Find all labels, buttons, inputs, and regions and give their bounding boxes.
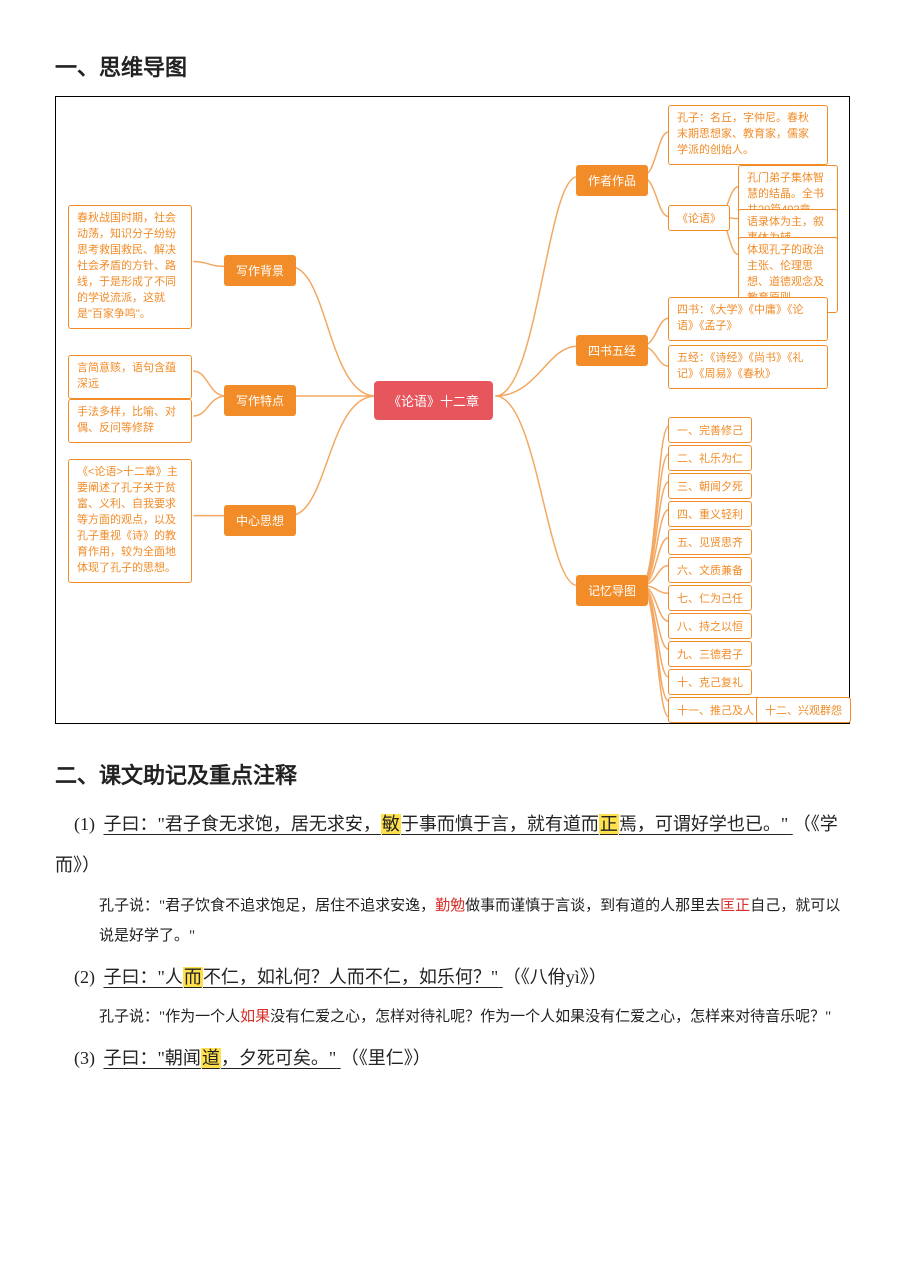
mindmap: 《论语》十二章 写作背景 写作特点 中心思想 作者作品 四书五经 记忆导图 春秋…	[55, 96, 850, 724]
leaf-m11: 十一、推己及人	[668, 697, 763, 723]
leaf-four2: 五经：《诗经》《尚书》《礼记》《周易》《春秋》	[668, 345, 828, 389]
mindmap-root: 《论语》十二章	[374, 381, 493, 420]
entry-2-num: (2)	[55, 957, 99, 998]
highlight: 道	[201, 1048, 221, 1068]
entry-2: (2) 子曰："人而不仁，如礼何？人而不仁，如乐何？" （《八佾yì》）	[55, 957, 850, 998]
leaf-m6: 六、文质兼备	[668, 557, 752, 583]
branch-mem: 记忆导图	[576, 575, 648, 606]
entry-2-trans: 孔子说："作为一个人如果没有仁爱之心，怎样对待礼呢？作为一个人如果没有仁爱之心，…	[99, 1002, 850, 1032]
branch-bg: 写作背景	[224, 255, 296, 286]
section1-title: 一、思维导图	[55, 50, 850, 82]
highlight: 而	[183, 967, 203, 987]
leaf-author1: 孔子：名丘，字仲尼。春秋末期思想家、教育家，儒家学派的创始人。	[668, 105, 828, 165]
section2-title: 二、课文助记及重点注释	[55, 758, 850, 790]
leaf-four1: 四书：《大学》《中庸》《论语》《孟子》	[668, 297, 828, 341]
branch-four: 四书五经	[576, 335, 648, 366]
leaf-m3: 三、朝闻夕死	[668, 473, 752, 499]
red-word: 匡正	[720, 898, 750, 914]
leaf-m4: 四、重义轻利	[668, 501, 752, 527]
entry-3: (3) 子曰："朝闻道，夕死可矣。" （《里仁》）	[55, 1038, 850, 1079]
leaf-core1: 《<论语>十二章》主要阐述了孔子关于贫富、义利、自我要求等方面的观点，以及孔子重…	[68, 459, 192, 583]
leaf-feat2: 手法多样，比喻、对偶、反问等修辞	[68, 399, 192, 443]
leaf-m7: 七、仁为己任	[668, 585, 752, 611]
branch-feat: 写作特点	[224, 385, 296, 416]
red-word: 勤勉	[435, 898, 465, 914]
leaf-m9: 九、三德君子	[668, 641, 752, 667]
branch-author: 作者作品	[576, 165, 648, 196]
leaf-m5: 五、见贤思齐	[668, 529, 752, 555]
entry-2-text: 子曰："人而不仁，如礼何？人而不仁，如乐何？"	[104, 967, 503, 987]
entry-3-src: （《里仁》）	[341, 1048, 431, 1068]
red-word: 如果	[240, 1009, 270, 1025]
entry-1: (1) 子曰："君子食无求饱，居无求安，敏于事而慎于言，就有道而正焉，可谓好学也…	[55, 804, 850, 887]
leaf-m8: 八、持之以恒	[668, 613, 752, 639]
branch-lunyu: 《论语》	[668, 205, 730, 231]
leaf-m1: 一、完善修己	[668, 417, 752, 443]
entry-2-src: （《八佾yì》）	[503, 967, 607, 987]
highlight: 敏	[381, 814, 401, 834]
leaf-m12: 十二、兴观群怨	[756, 697, 851, 723]
entry-1-trans: 孔子说："君子饮食不追求饱足，居住不追求安逸，勤勉做事而谨慎于言谈，到有道的人那…	[99, 891, 850, 951]
leaf-bg1: 春秋战国时期，社会动荡，知识分子纷纷思考救国救民、解决社会矛盾的方针、路线，于是…	[68, 205, 192, 329]
entry-1-text: 子曰："君子食无求饱，居无求安，敏于事而慎于言，就有道而正焉，可谓好学也已。"	[104, 814, 793, 834]
leaf-m2: 二、礼乐为仁	[668, 445, 752, 471]
leaf-m10: 十、克己复礼	[668, 669, 752, 695]
leaf-feat1: 言简意赅，语句含蕴深远	[68, 355, 192, 399]
entry-1-num: (1)	[55, 804, 99, 845]
branch-core: 中心思想	[224, 505, 296, 536]
entry-3-num: (3)	[55, 1038, 99, 1079]
highlight: 正	[599, 814, 619, 834]
entry-3-text: 子曰："朝闻道，夕死可矣。"	[104, 1048, 341, 1068]
